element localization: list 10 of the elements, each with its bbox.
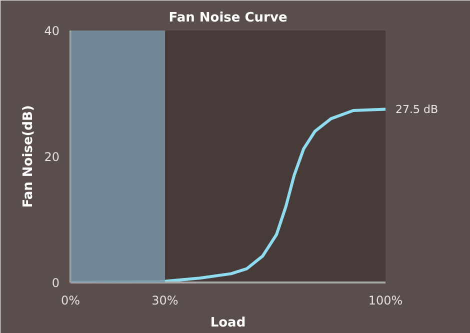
y-tick-label: 0 (52, 276, 60, 290)
y-tick-label: 20 (44, 150, 60, 164)
x-tick-label: 30% (152, 294, 178, 308)
annotation: 27.5 dB (396, 102, 438, 116)
y-tick-label: 40 (44, 24, 60, 38)
chart-title: Fan Noise Curve (168, 10, 288, 26)
y-axis-title: Fan Noise(dB) (21, 105, 36, 208)
x-tick-label: 100% (368, 294, 403, 308)
x-tick-label: 0% (60, 294, 80, 308)
x-axis-title: Load (210, 316, 246, 330)
